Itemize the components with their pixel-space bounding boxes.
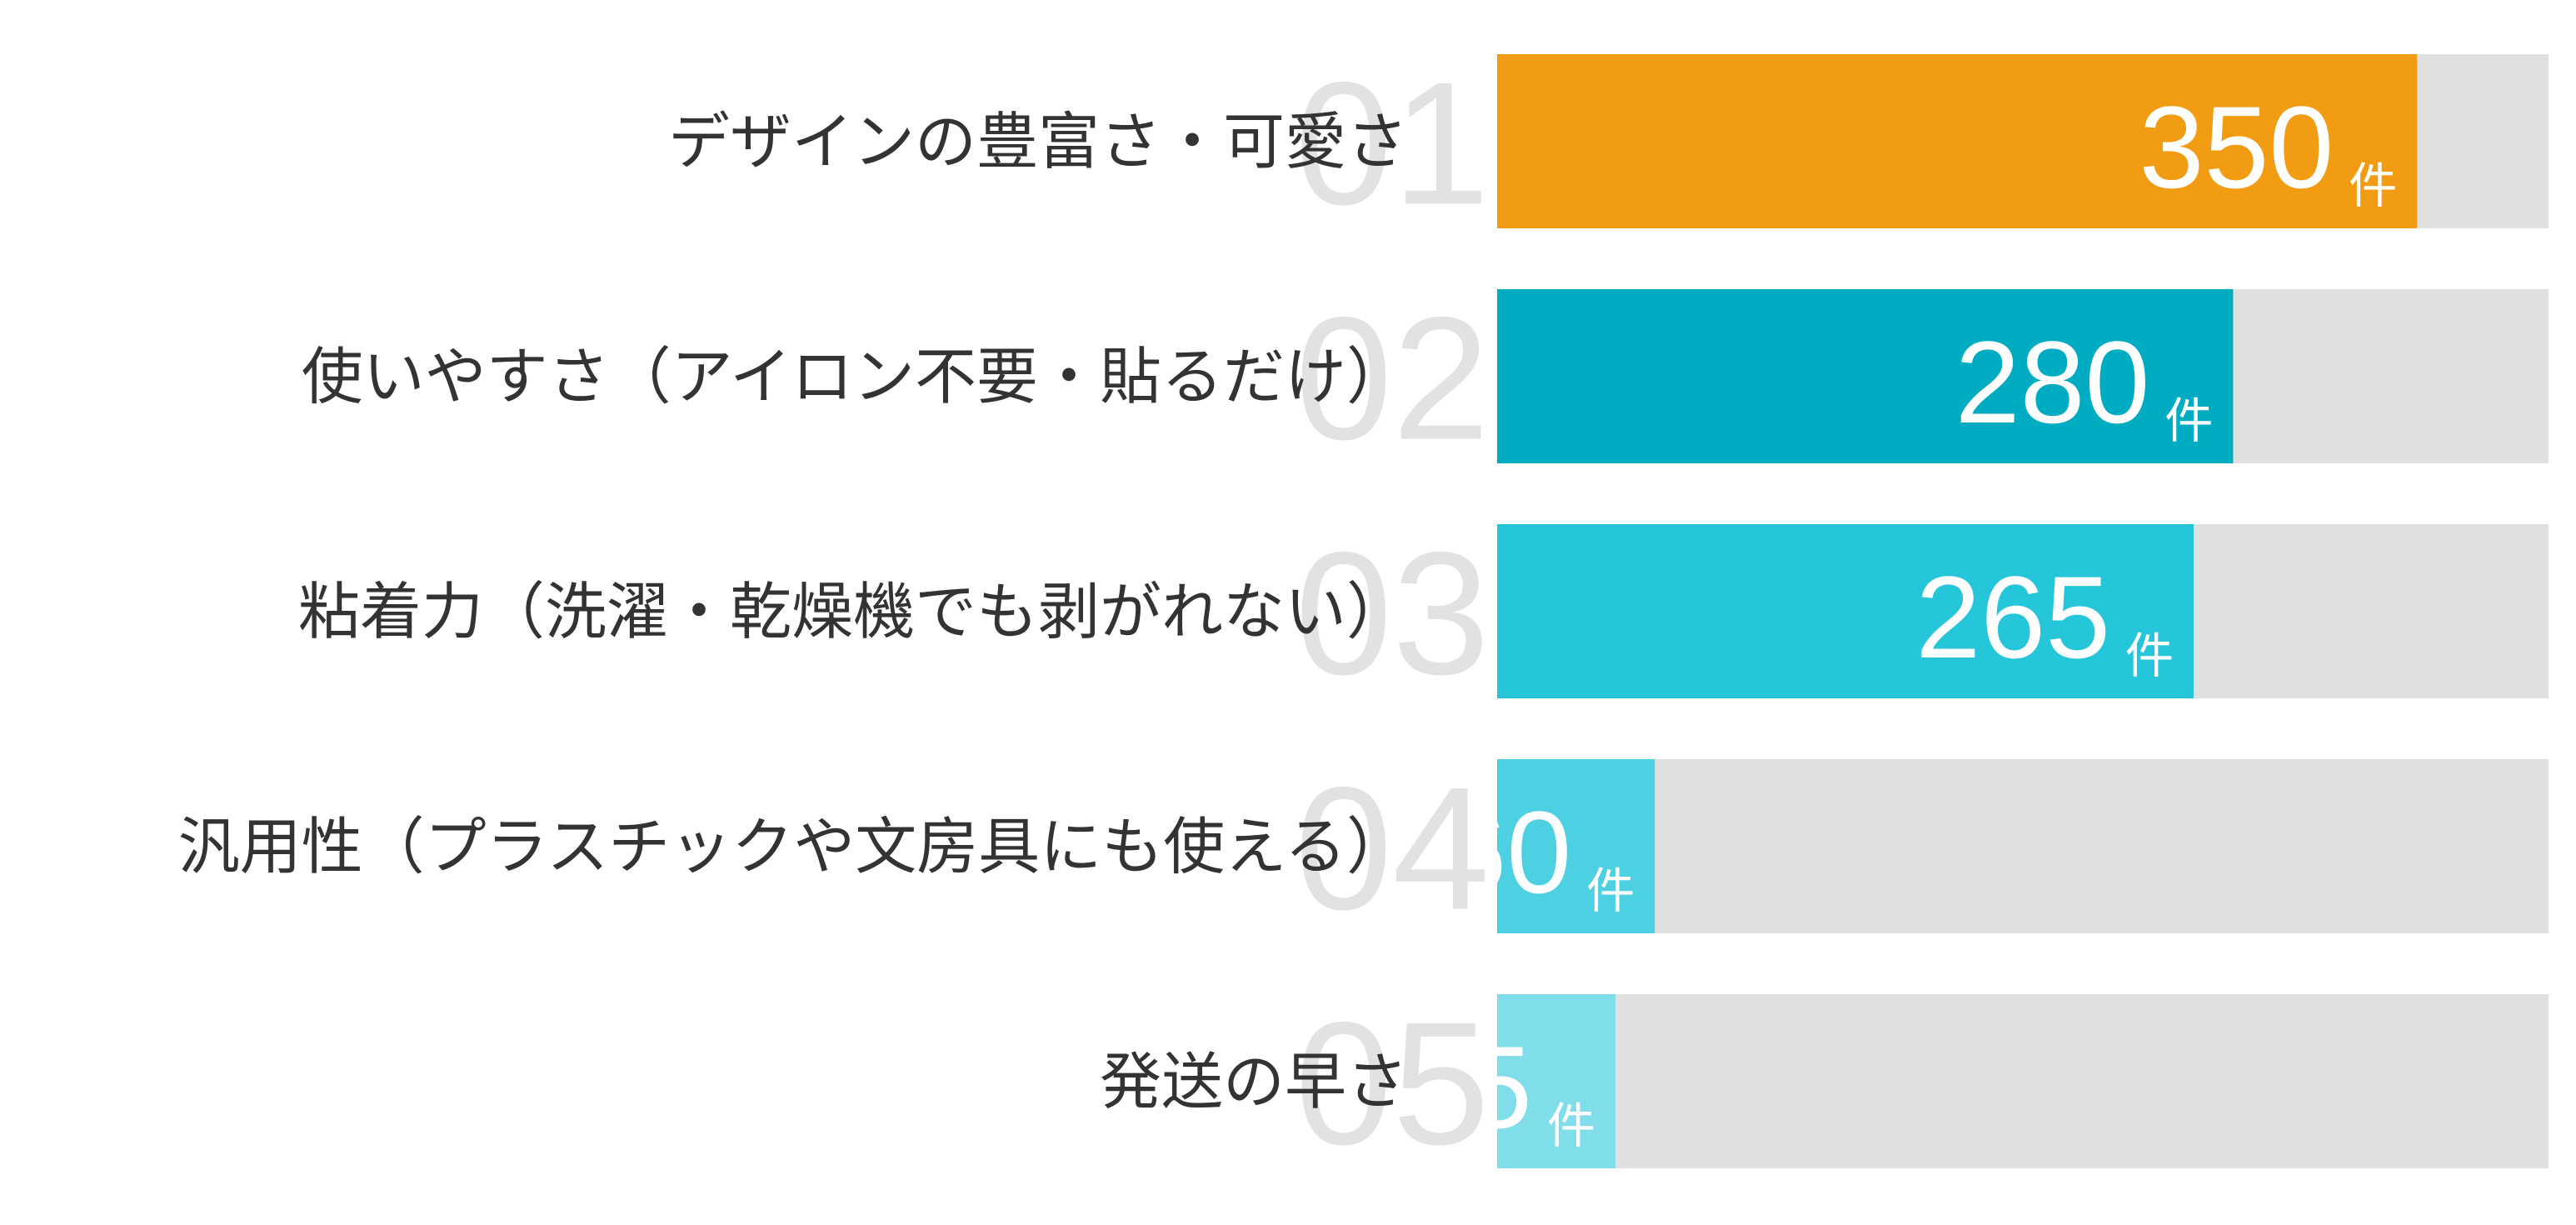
category-label: 発送の早さ <box>1100 1047 1408 1118</box>
value-unit: 件 <box>1547 1098 1595 1154</box>
category-label: デザインの豊富さ・可愛さ <box>668 107 1408 178</box>
category-label: 粘着力（洗濯・乾燥機でも剥がれない） <box>298 577 1408 648</box>
category-label: 使いやすさ（アイロン不要・貼るだけ） <box>302 342 1408 413</box>
value-label: 350 <box>2139 82 2334 212</box>
value-unit: 件 <box>2125 628 2174 684</box>
bar-track <box>1497 994 2549 1168</box>
value-unit: 件 <box>2164 392 2213 449</box>
bar-track <box>1497 759 2549 933</box>
value-group: 280 件 <box>1955 317 2214 449</box>
value-label: 60 <box>1442 787 1572 918</box>
rank-number: 05 <box>1295 986 1490 1182</box>
value-group: 60 件 <box>1442 787 1635 919</box>
value-group: 265 件 <box>1915 552 2174 684</box>
rank-number: 02 <box>1295 281 1490 477</box>
value-label: 280 <box>1955 317 2150 448</box>
rank-number: 04 <box>1295 751 1490 947</box>
value-label: 265 <box>1915 552 2110 682</box>
value-group: 45 件 <box>1402 1022 1595 1154</box>
rank-number: 03 <box>1295 516 1490 712</box>
category-label: 汎用性（プラスチックや文房具にも使える） <box>178 812 1408 883</box>
bar <box>1497 524 2194 698</box>
value-group: 350 件 <box>2139 82 2398 214</box>
bar <box>1497 289 2234 463</box>
value-label: 45 <box>1402 1022 1532 1152</box>
value-unit: 件 <box>1586 862 1635 919</box>
bar <box>1497 994 1615 1168</box>
bar <box>1497 759 1655 933</box>
rank-number: 01 <box>1295 46 1490 242</box>
bar <box>1497 54 2418 228</box>
value-unit: 件 <box>2349 158 2397 214</box>
